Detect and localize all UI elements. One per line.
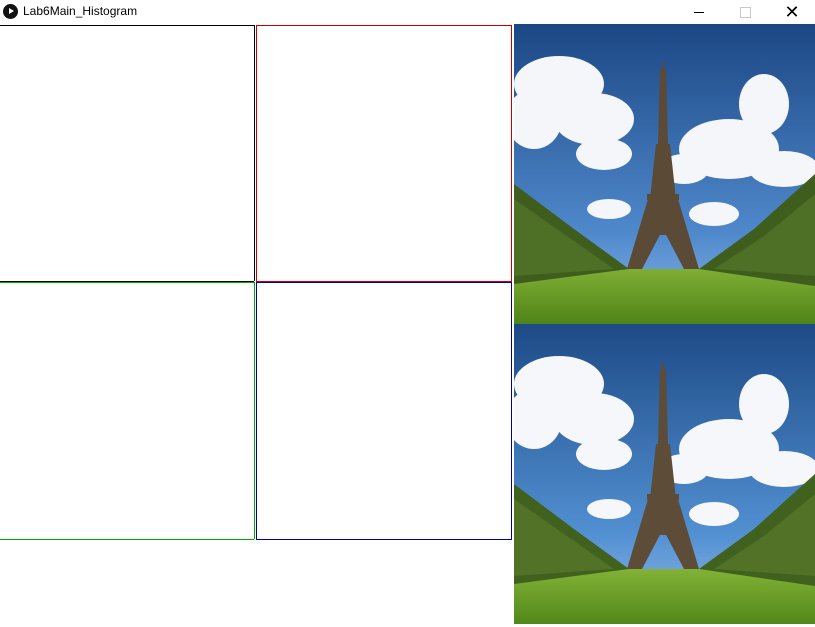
minimize-icon [694,11,704,13]
minimize-button[interactable] [676,0,722,24]
sketch-canvas [0,24,815,627]
histogram-frames [0,25,512,540]
processed-eiffel-tower-photo [514,324,815,624]
maximize-icon [739,6,751,18]
close-icon: ✕ [784,2,800,22]
maximize-button[interactable] [722,0,768,24]
window-title: Lab6Main_Histogram [23,4,138,18]
title-bar: Lab6Main_Histogram ✕ [0,0,815,24]
histogram-panels [0,25,512,540]
processing-play-icon [3,4,18,19]
original-eiffel-tower-photo [514,24,815,324]
close-button[interactable]: ✕ [769,0,815,24]
